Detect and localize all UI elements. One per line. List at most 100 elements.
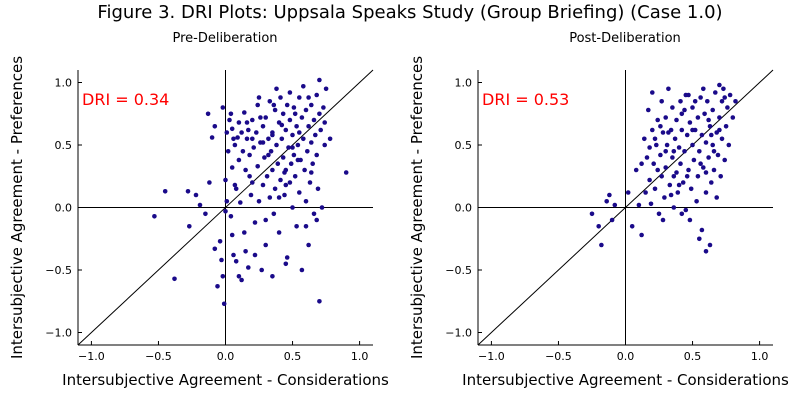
post-data-point [652, 186, 658, 192]
pre-data-point [248, 192, 254, 198]
pre-data-point [266, 136, 271, 142]
post-y-axis-label: Intersubjective Agreement - Preferences [408, 56, 426, 359]
pre-data-point [287, 90, 293, 95]
post-x-tick-label: −0.5 [545, 350, 572, 363]
pre-data-point [290, 205, 295, 210]
post-data-point [717, 127, 722, 133]
pre-data-point [228, 111, 234, 117]
pre-data-point [235, 135, 240, 140]
pre-data-point [255, 164, 260, 169]
pre-data-point [287, 117, 293, 123]
pre-data-point [299, 115, 305, 120]
pre-data-point [227, 117, 232, 123]
post-data-point [659, 174, 664, 179]
panel-post-deliberation: Post-Deliberation −1.0 −0.5 0.0 0.5 1.0 −1.0 −0… [408, 31, 789, 389]
pre-data-point [215, 284, 220, 289]
post-data-point [684, 132, 690, 138]
post-data-point [670, 105, 675, 110]
pre-data-point [233, 186, 239, 192]
post-data-point [682, 107, 687, 113]
pre-data-point [322, 142, 328, 148]
post-data-point [690, 127, 695, 133]
post-data-point [674, 117, 679, 123]
panel-pre-deliberation: Pre-Deliberation −1.0 −0.5 0.0 0.5 1.0 −1.0 −0.… [8, 31, 389, 389]
pre-data-point [306, 95, 311, 100]
post-identity-line [477, 69, 774, 346]
pre-data-point [317, 111, 322, 117]
pre-data-point [250, 117, 255, 123]
pre-data-point [287, 180, 293, 185]
pre-data-point [302, 167, 307, 173]
pre-data-point [319, 205, 325, 210]
post-data-point [663, 165, 668, 170]
pre-data-point [307, 180, 313, 185]
pre-data-point [284, 255, 290, 260]
post-data-point [679, 211, 685, 217]
pre-data-point [253, 130, 259, 135]
post-data-point [646, 107, 651, 113]
post-y-tick-label: −1.0 [445, 327, 472, 340]
pre-y-tick-label: 1.0 [55, 77, 73, 90]
post-data-point [682, 149, 687, 154]
pre-data-point [266, 152, 271, 158]
pre-data-point [246, 265, 251, 270]
pre-data-point [318, 127, 324, 133]
pre-data-point [313, 132, 318, 138]
pre-data-point [239, 277, 244, 283]
post-x-axis-label: Intersubjective Agreement - Consideratio… [462, 371, 789, 389]
pre-y-axis-label: Intersubjective Agreement - Preferences [8, 56, 26, 359]
post-data-point [719, 99, 725, 104]
pre-data-point [263, 217, 269, 223]
post-data-point [663, 149, 668, 154]
pre-data-point [321, 105, 326, 110]
post-data-point [705, 99, 710, 104]
pre-chart-title: Pre-Deliberation [172, 31, 277, 46]
pre-data-point [232, 182, 238, 188]
pre-data-point [228, 214, 234, 219]
pre-data-point [236, 157, 242, 163]
post-data-point [695, 115, 701, 120]
post-data-point [655, 167, 660, 173]
pre-x-tick-label: 0.0 [217, 350, 235, 363]
post-x-tick-label: 1.0 [751, 350, 769, 363]
post-data-point [688, 186, 694, 192]
post-data-point [666, 86, 671, 92]
post-data-point [711, 149, 717, 154]
pre-data-point [314, 152, 320, 158]
post-data-point [639, 232, 644, 238]
pre-data-point [239, 130, 244, 135]
post-data-point [674, 170, 679, 175]
post-data-point [643, 190, 648, 195]
post-data-point [664, 142, 670, 148]
post-data-point [625, 190, 631, 195]
post-data-point [690, 105, 695, 110]
pre-data-point [268, 149, 274, 154]
pre-x-tick-label: −1.0 [78, 350, 105, 363]
pre-y-tick-label: 0.5 [55, 139, 73, 152]
pre-data-point [247, 174, 252, 179]
pre-data-point [172, 276, 177, 282]
post-data-point [679, 127, 685, 133]
pre-data-point [271, 211, 277, 217]
pre-data-point [272, 186, 278, 192]
pre-data-point [256, 95, 262, 100]
post-data-point [667, 182, 673, 188]
post-data-point [694, 199, 699, 204]
pre-data-point [207, 180, 212, 185]
post-data-point [647, 145, 652, 150]
pre-data-point [292, 174, 298, 179]
pre-data-point [260, 182, 266, 188]
post-data-point [707, 124, 713, 129]
post-data-point [713, 90, 718, 95]
post-data-point [609, 217, 615, 223]
pre-y-tick-label: −1.0 [45, 327, 72, 340]
post-data-point [714, 195, 719, 200]
post-data-point [668, 192, 674, 198]
post-data-point [701, 165, 706, 170]
post-data-point [690, 142, 695, 148]
pre-data-point [219, 257, 224, 263]
pre-data-point [276, 230, 282, 235]
pre-data-point [243, 167, 248, 173]
